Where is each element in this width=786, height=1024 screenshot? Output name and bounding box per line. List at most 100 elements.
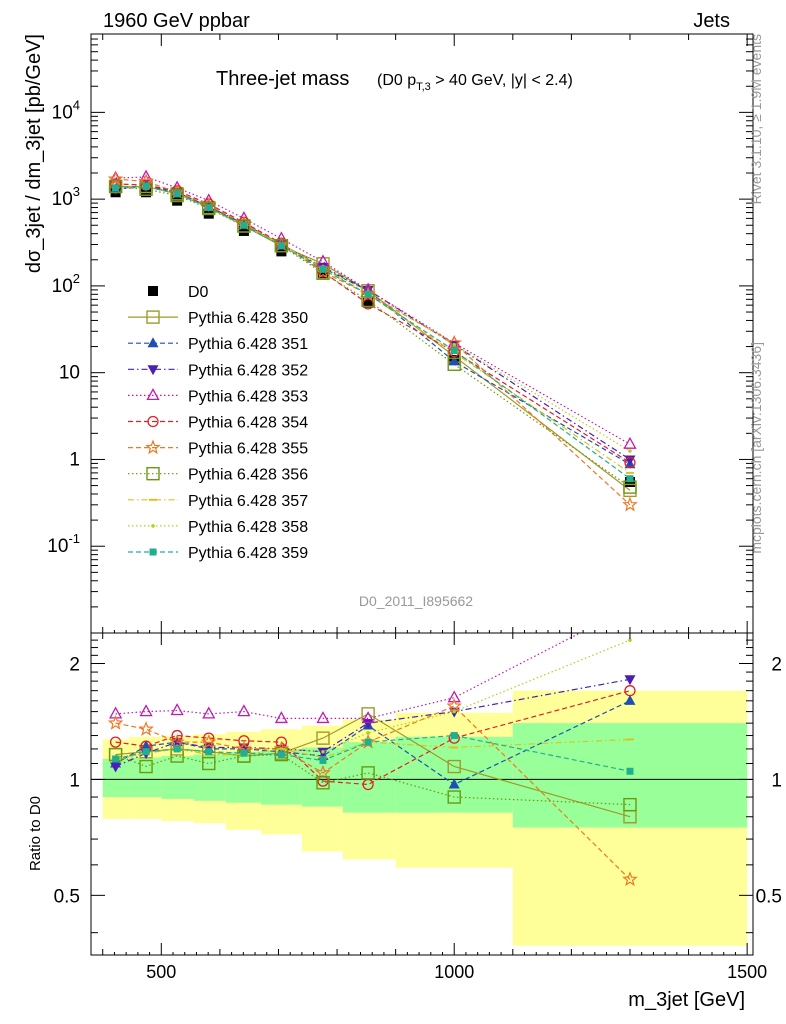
main-series-line bbox=[115, 185, 631, 474]
data-point bbox=[317, 268, 328, 279]
mc-point bbox=[237, 219, 251, 233]
ratio-series-point bbox=[628, 638, 632, 642]
legend-marker-shape bbox=[145, 439, 161, 455]
mc-point-shape bbox=[202, 201, 216, 216]
subtitle-part: > 40 GeV, |y| < 2.4) bbox=[431, 72, 573, 89]
ratio-series-point bbox=[109, 736, 122, 748]
ratio-series-point-shape bbox=[237, 704, 251, 717]
legend-label: Pythia 6.428 354 bbox=[188, 415, 308, 432]
main-y-tick-base: 10 bbox=[52, 102, 73, 123]
legend-label: Pythia 6.428 352 bbox=[188, 362, 308, 379]
main-series-layer bbox=[107, 169, 638, 512]
legend-entry: Pythia 6.428 359 bbox=[128, 545, 308, 562]
mc-point-shape bbox=[362, 298, 374, 310]
data-point-shape bbox=[238, 225, 249, 236]
ratio-series-point-shape bbox=[624, 694, 636, 705]
legend-label: Pythia 6.428 353 bbox=[188, 388, 308, 405]
ratio-series-point bbox=[450, 732, 458, 740]
legend-label: Pythia 6.428 356 bbox=[188, 467, 308, 484]
mc-point-shape bbox=[624, 456, 636, 469]
mc-point bbox=[202, 201, 216, 216]
ratio-series-line bbox=[115, 734, 631, 772]
main-series-line bbox=[115, 185, 631, 480]
ratio-series-point bbox=[624, 685, 636, 697]
ratio-y-tick-label-left: 0.5 bbox=[54, 886, 80, 907]
data-point bbox=[238, 225, 249, 236]
mc-point bbox=[112, 184, 120, 192]
ratio-series-point bbox=[203, 732, 215, 744]
ratio-series-point bbox=[622, 871, 638, 887]
mc-point bbox=[364, 290, 372, 298]
legend-entry: D0 bbox=[148, 284, 209, 301]
legend-label: Pythia 6.428 350 bbox=[188, 310, 308, 327]
ratio-series-point-shape bbox=[319, 756, 327, 764]
ratio-series-point-shape bbox=[138, 721, 154, 736]
ratio-series-line bbox=[115, 639, 631, 762]
green-band-bin bbox=[161, 756, 194, 799]
legend-entry: Pythia 6.428 354 bbox=[128, 415, 308, 432]
ratio-series-point bbox=[316, 731, 330, 745]
ratio-series-point bbox=[448, 778, 460, 789]
main-series-line bbox=[115, 185, 631, 452]
ratio-series-point-shape bbox=[316, 776, 330, 790]
ratio-series-point bbox=[240, 749, 248, 757]
ratio-series-point-shape bbox=[361, 766, 375, 780]
main-series-line bbox=[115, 185, 631, 461]
legend-label: Pythia 6.428 359 bbox=[188, 545, 308, 562]
legend-marker-shape bbox=[149, 548, 157, 556]
main-y-tick-base: 10 bbox=[52, 189, 73, 210]
legend-marker bbox=[146, 467, 160, 481]
mc-point bbox=[315, 263, 331, 279]
mc-point-shape bbox=[448, 355, 460, 366]
ratio-series-point bbox=[447, 759, 461, 774]
ratio-series-point bbox=[139, 759, 153, 774]
ratio-y-tick-label-right: 1 bbox=[771, 770, 782, 791]
ratio-series-point-shape bbox=[361, 711, 375, 724]
main-y-tick-label: 103 bbox=[52, 184, 80, 210]
legend-label: Pythia 6.428 351 bbox=[188, 336, 308, 353]
main-y-axis-title: dσ_3jet / dm_3jet [pb/GeV] bbox=[23, 34, 45, 273]
ratio-series-line bbox=[115, 753, 631, 806]
ratio-y-tick-label-right: 2 bbox=[771, 654, 782, 675]
ratio-series-point-shape bbox=[447, 759, 461, 774]
ratio-series-point-shape bbox=[240, 749, 248, 757]
ratio-series-point-shape bbox=[171, 738, 183, 749]
green-band-bin bbox=[129, 757, 162, 798]
data-point-shape bbox=[317, 268, 328, 279]
ratio-series-point-shape bbox=[364, 738, 372, 746]
ratio-series-point-shape bbox=[173, 745, 181, 753]
ratio-series-point bbox=[170, 703, 184, 716]
legend-entry: Pythia 6.428 350 bbox=[128, 310, 308, 327]
mc-point bbox=[142, 182, 150, 190]
mc-point bbox=[448, 355, 460, 366]
ratio-series-point-shape bbox=[238, 735, 250, 747]
ratio-series-point bbox=[447, 690, 461, 703]
legend-label: Pythia 6.428 357 bbox=[188, 493, 308, 510]
ratio-series-point-shape bbox=[139, 704, 153, 717]
legend-marker bbox=[149, 548, 157, 556]
ratio-series-point bbox=[110, 762, 122, 773]
ratio-series-point bbox=[362, 719, 374, 730]
ratio-series-point-shape bbox=[202, 706, 216, 719]
mc-point bbox=[139, 169, 153, 182]
x-axis-title: m_3jet [GeV] bbox=[628, 989, 745, 1011]
ratio-uncertainty-bands bbox=[91, 690, 753, 946]
mc-point-shape bbox=[274, 239, 289, 253]
watermark-label: D0_2011_I895662 bbox=[359, 593, 473, 609]
x-tick-label: 1000 bbox=[434, 962, 474, 982]
header-right-label: Jets bbox=[693, 10, 730, 32]
chart-title: Three-jet mass bbox=[216, 68, 349, 90]
ratio-series-point bbox=[623, 797, 637, 812]
mc-point bbox=[170, 188, 184, 203]
ratio-series-point-shape bbox=[366, 731, 370, 735]
legend-entry: Pythia 6.428 353 bbox=[128, 388, 308, 405]
ratio-series-point-shape bbox=[315, 764, 331, 780]
main-y-tick-label: 104 bbox=[52, 97, 80, 123]
ratio-series-point bbox=[201, 733, 217, 749]
ratio-series-point-shape bbox=[447, 790, 461, 804]
green-band-bin bbox=[395, 736, 513, 813]
mc-point bbox=[140, 179, 152, 191]
mc-point-shape bbox=[170, 188, 184, 203]
ratio-series-point-shape bbox=[448, 778, 460, 789]
subtitle-subscript: T,3 bbox=[416, 81, 431, 93]
